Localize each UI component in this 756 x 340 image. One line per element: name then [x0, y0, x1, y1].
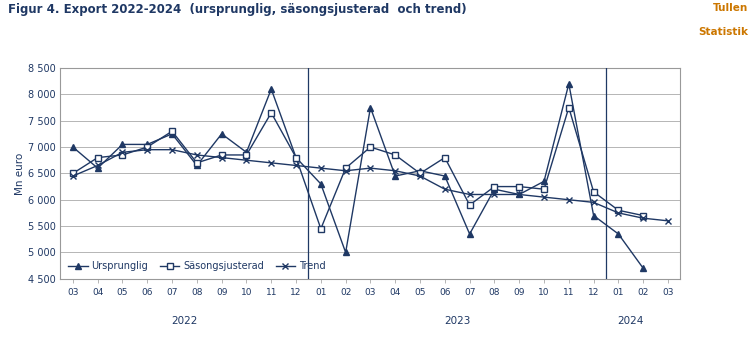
Legend: Ursprunglig, Säsongsjusterad, Trend: Ursprunglig, Säsongsjusterad, Trend: [65, 258, 329, 274]
Text: 2022: 2022: [172, 317, 197, 326]
Text: 2024: 2024: [618, 317, 644, 326]
Text: Tullen: Tullen: [713, 3, 748, 13]
Text: Figur 4. Export 2022-2024  (ursprunglig, säsongsjusterad  och trend): Figur 4. Export 2022-2024 (ursprunglig, …: [8, 3, 466, 16]
Text: Statistik: Statistik: [699, 27, 748, 37]
Y-axis label: Mn euro: Mn euro: [15, 152, 25, 194]
Text: 2023: 2023: [444, 317, 470, 326]
